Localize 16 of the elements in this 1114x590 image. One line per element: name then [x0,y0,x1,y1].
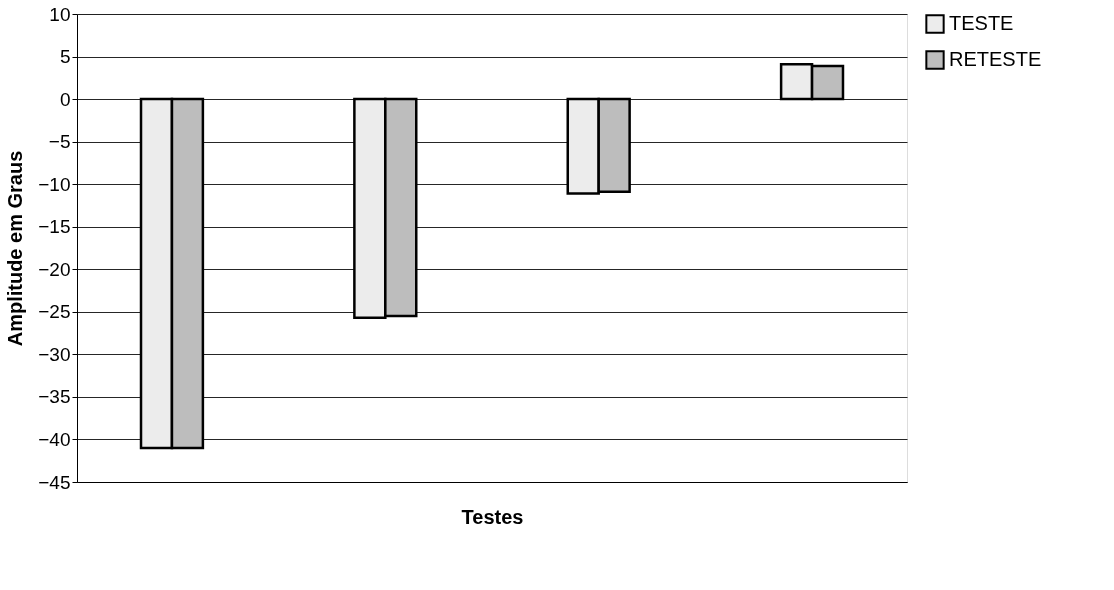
y-tick-label: 5 [59,46,71,68]
legend-label: TESTE [949,12,1014,34]
y-tick-label: −35 [38,386,71,408]
y-tick-label: −25 [38,301,71,323]
y-tick-label: −20 [38,258,71,280]
y-tick-label: −15 [38,216,71,238]
y-axis-title: Amplitude em Graus [4,150,27,347]
y-tick-label: −30 [38,343,71,365]
y-tick-label: −40 [38,428,71,450]
y-tick-label: −5 [48,131,71,153]
legend-label: RETESTE [949,48,1042,70]
y-tick-label: 10 [49,3,71,25]
y-tick-label: −45 [38,471,71,493]
x-axis-title: Testes [461,505,524,528]
y-tick-label: −10 [38,173,71,195]
y-tick-label: 0 [59,88,71,110]
